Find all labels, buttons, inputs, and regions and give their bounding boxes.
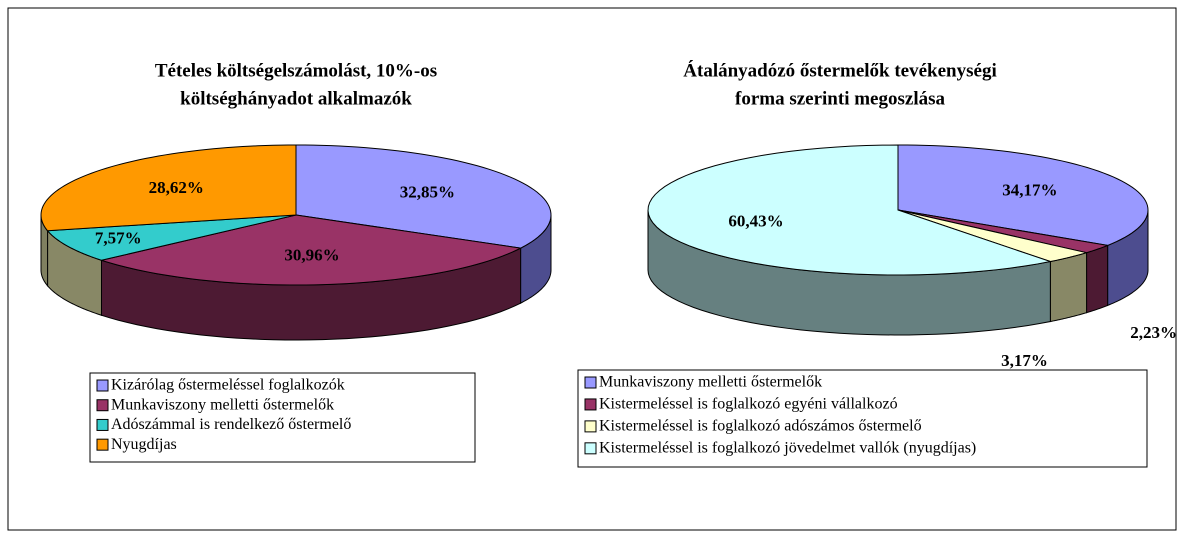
- legend-label: Nyugdíjas: [111, 436, 177, 453]
- legend-swatch: [96, 418, 109, 431]
- pie-slice: [897, 209, 1089, 263]
- legend-box: [577, 369, 1148, 468]
- pie-slice: [897, 209, 1110, 254]
- chart-title: Tételes költségelszámolást, 10%-os: [155, 60, 437, 81]
- legend-swatch: [584, 398, 597, 411]
- legend-swatch: [584, 420, 597, 433]
- data-label: 60,43%: [728, 211, 783, 230]
- legend-swatch: [96, 438, 109, 451]
- chart-title: forma szerinti megoszlása: [735, 88, 945, 109]
- legend-label: Kistermeléssel is foglalkozó jövedelmet …: [599, 440, 976, 457]
- data-label: 3,17%: [1001, 351, 1048, 370]
- data-label: 7,57%: [95, 228, 142, 247]
- chart-title: Átalányadózó őstermelők tevékenységi: [683, 59, 996, 81]
- pie-slice: [40, 144, 297, 232]
- legend-label: Kistermeléssel is foglalkozó egyéni váll…: [599, 396, 898, 413]
- pie-slice: [295, 144, 552, 249]
- data-label: 2,23%: [1130, 323, 1177, 342]
- data-label: 28,62%: [149, 178, 204, 197]
- legend-box: [89, 372, 476, 463]
- legend-swatch: [584, 376, 597, 389]
- pie-slice: [647, 144, 1053, 276]
- data-label: 34,17%: [1002, 180, 1057, 199]
- chart-title: költséghányadot alkalmazók: [180, 88, 412, 109]
- legend-label: Munkaviszony melletti őstermelők: [599, 374, 822, 391]
- pie-side: [1086, 244, 1109, 314]
- legend-label: Adószámmal is rendelkező őstermelő: [111, 416, 351, 433]
- legend-label: Munkaviszony melletti őstermelők: [111, 396, 334, 413]
- data-label: 32,85%: [400, 182, 455, 201]
- legend-swatch: [584, 442, 597, 455]
- legend-swatch: [96, 379, 109, 392]
- legend-swatch: [96, 399, 109, 412]
- pie-side: [1049, 252, 1088, 323]
- pie-slice: [99, 214, 523, 286]
- legend-label: Kistermeléssel is foglalkozó adószámos ő…: [599, 418, 922, 435]
- data-label: 30,96%: [284, 246, 339, 265]
- pie-slice: [46, 214, 297, 261]
- legend-label: Kizárólag őstermeléssel foglalkozók: [111, 377, 345, 394]
